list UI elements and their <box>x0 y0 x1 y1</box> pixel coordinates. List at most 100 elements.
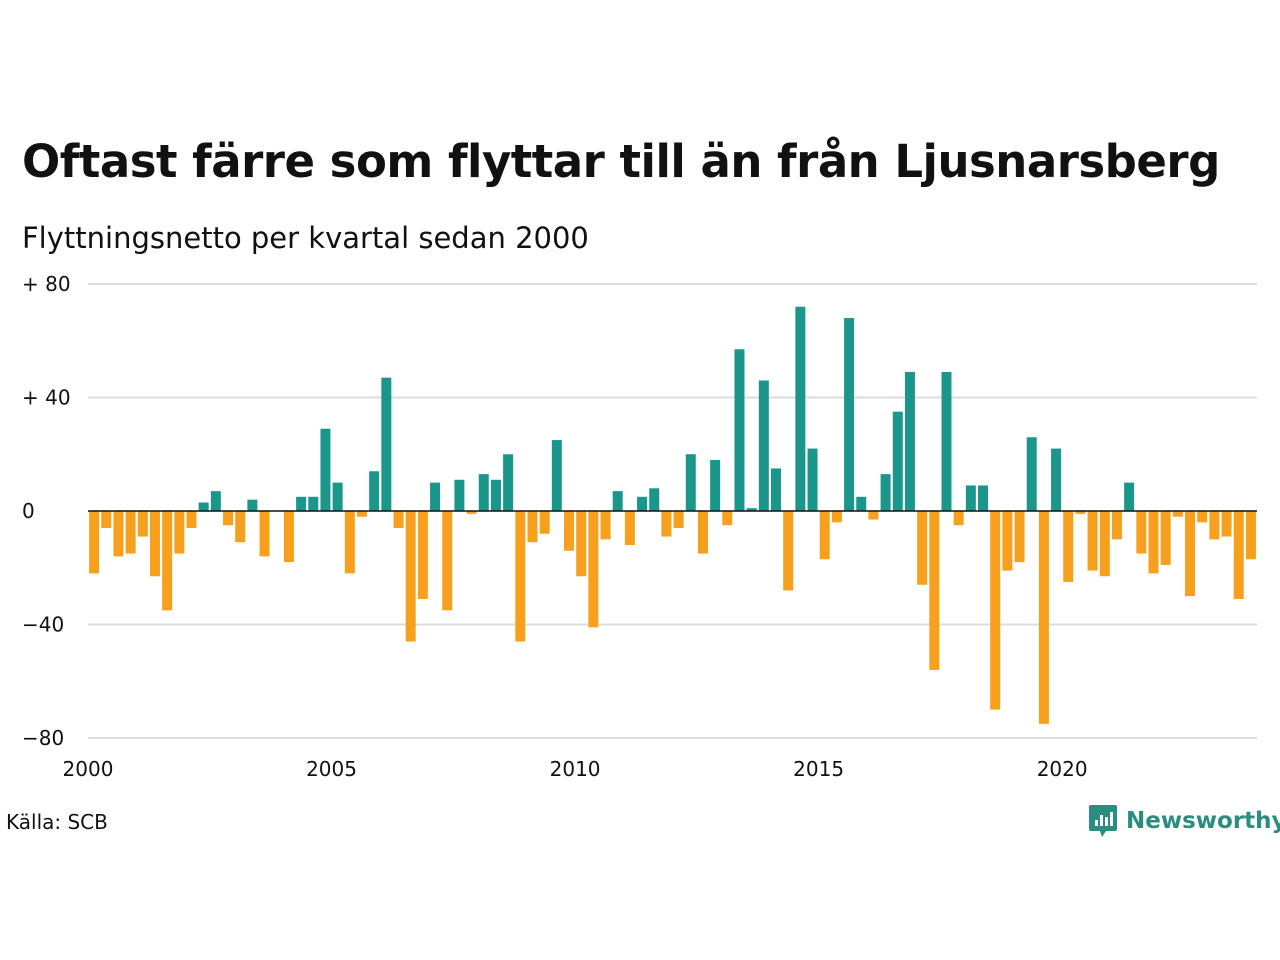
x-tick-label: 2020 <box>1037 757 1088 781</box>
bar: 2018 Q3: -70 <box>990 511 1001 710</box>
bar: 2020 Q4: -23 <box>1099 511 1110 577</box>
bar: 2000 Q3: -16 <box>113 511 124 557</box>
bar: 2005 Q4: 14 <box>369 471 380 511</box>
bar: 2013 Q3: 1 <box>746 508 757 511</box>
bar: 2017 Q4: -5 <box>953 511 964 526</box>
bar: 2014 Q3: 72 <box>795 306 806 511</box>
bar: 2023 Q4: -17 <box>1245 511 1256 560</box>
bar: 2008 Q4: -46 <box>515 511 526 642</box>
bar: 2017 Q1: -26 <box>917 511 928 585</box>
bar: 2019 Q4: 22 <box>1051 448 1062 511</box>
bar: 2018 Q2: 9 <box>978 485 989 511</box>
brand-logo: Newsworthy <box>1088 803 1280 839</box>
bar: 2004 Q2: 5 <box>296 496 307 511</box>
bar: 2001 Q3: -35 <box>162 511 173 611</box>
bar: 2018 Q1: 9 <box>965 485 976 511</box>
bar: 2010 Q4: 7 <box>612 491 623 511</box>
bar: 2004 Q1: -18 <box>283 511 294 563</box>
bar: 2023 Q1: -10 <box>1209 511 1220 540</box>
bar: 2007 Q3: 11 <box>454 479 465 511</box>
bar: 2019 Q3: -75 <box>1038 511 1049 724</box>
bar: 2023 Q3: -31 <box>1233 511 1244 599</box>
bar: 2010 Q3: -10 <box>600 511 611 540</box>
y-tick-label: −40 <box>22 613 64 637</box>
bar: 2022 Q4: -4 <box>1197 511 1208 523</box>
bar: 2022 Q3: -30 <box>1185 511 1196 597</box>
bar: 2002 Q4: -5 <box>223 511 234 526</box>
bar: 2006 Q2: -6 <box>393 511 404 529</box>
bar: 2009 Q4: -14 <box>564 511 574 551</box>
bar: 2009 Q3: 25 <box>551 440 562 511</box>
bar: 2016 Q1: -3 <box>868 511 879 520</box>
y-tick-label: 0 <box>22 499 35 523</box>
bar: 2008 Q2: 11 <box>490 479 501 511</box>
bar: 2000 Q4: -15 <box>125 511 136 554</box>
bar: 2018 Q4: -21 <box>1002 511 1013 571</box>
bar: 2011 Q4: -9 <box>661 511 672 537</box>
bar: 2000 Q2: -6 <box>101 511 112 529</box>
axes: + 80 + 40 0 −40 −80 2000 2005 2010 2015 2020 <box>22 272 1257 781</box>
x-tick-label: 2000 <box>63 757 114 781</box>
bar: 2022 Q2: -2 <box>1172 511 1183 517</box>
bar: 2014 Q1: 15 <box>771 468 781 511</box>
bar: 2010 Q2: -41 <box>588 511 599 628</box>
bar: 2016 Q2: 13 <box>880 474 891 511</box>
bar: 2008 Q3: 20 <box>503 454 514 511</box>
bar: 2021 Q3: -15 <box>1136 511 1147 554</box>
bar: 2021 Q1: -10 <box>1111 511 1122 540</box>
bar: 2003 Q2: 4 <box>247 499 258 511</box>
y-tick-label: + 80 <box>22 272 71 296</box>
bar: 2019 Q1: -18 <box>1014 511 1025 563</box>
bar: 2023 Q2: -9 <box>1221 511 1232 537</box>
chart-subtitle: Flyttningsnetto per kvartal sedan 2000 <box>22 221 589 255</box>
bar: 2013 Q2: 57 <box>734 349 745 511</box>
bar: 2012 Q2: 20 <box>685 454 696 511</box>
bar: 2004 Q4: 29 <box>320 428 331 511</box>
bar: 2008 Q1: 13 <box>478 474 489 511</box>
bar: 2009 Q1: -11 <box>527 511 538 543</box>
bar: 2007 Q2: -35 <box>442 511 453 611</box>
bar: 2005 Q2: -22 <box>344 511 355 574</box>
bar: 2015 Q3: 68 <box>844 318 855 511</box>
bar: 2017 Q2: -56 <box>929 511 940 670</box>
bar: 2011 Q1: -12 <box>624 511 635 546</box>
bar: 2020 Q3: -21 <box>1087 511 1098 571</box>
bar: 2003 Q1: -11 <box>235 511 246 543</box>
bar: 2015 Q2: -4 <box>831 511 842 523</box>
y-tick-label: + 40 <box>22 386 71 410</box>
bar: 2006 Q4: -31 <box>417 511 428 599</box>
chart-title: Oftast färre som flyttar till än från Lj… <box>22 135 1220 188</box>
bar: 2013 Q1: -5 <box>722 511 733 526</box>
bar: 2014 Q4: 22 <box>807 448 818 511</box>
bar: 2009 Q2: -8 <box>539 511 550 534</box>
y-tick-label: −80 <box>22 726 64 750</box>
x-tick-label: 2010 <box>550 757 601 781</box>
bar: 2006 Q1: 47 <box>381 377 392 511</box>
bar: 2014 Q2: -28 <box>783 511 794 591</box>
bar: 2020 Q1: -25 <box>1063 511 1074 582</box>
x-tick-label: 2005 <box>306 757 357 781</box>
bar: 2012 Q4: 18 <box>710 459 721 511</box>
bar: 2015 Q4: 5 <box>856 496 867 511</box>
x-tick-label: 2015 <box>793 757 844 781</box>
bar: 2020 Q2: -1 <box>1075 511 1086 514</box>
bar: 2005 Q3: -2 <box>356 511 367 517</box>
bar: 2021 Q2: 10 <box>1124 482 1135 511</box>
bar: 2015 Q1: -17 <box>819 511 830 560</box>
bar: 2007 Q1: 10 <box>430 482 441 511</box>
bar: 2002 Q2: 3 <box>198 502 209 511</box>
bar: 2011 Q2: 5 <box>637 496 648 511</box>
bar: 2001 Q4: -15 <box>174 511 185 554</box>
bar: 2016 Q4: 49 <box>904 371 915 511</box>
bar: 2005 Q1: 10 <box>332 482 343 511</box>
bar: 2012 Q3: -15 <box>697 511 708 554</box>
bar: 2022 Q1: -19 <box>1160 511 1171 565</box>
source-note: Källa: SCB <box>6 810 108 834</box>
bar: 2017 Q3: 49 <box>941 371 952 511</box>
bar: 2003 Q3: -16 <box>259 511 270 557</box>
bar-chart: 2000 Q1: -222000 Q2: -62000 Q3: -162000 … <box>22 272 1257 781</box>
bar: 2001 Q1: -9 <box>137 511 148 537</box>
bar: 2007 Q4: -1 <box>466 511 477 514</box>
bar: 2002 Q3: 7 <box>210 491 221 511</box>
bar: 2013 Q4: 46 <box>758 380 769 511</box>
